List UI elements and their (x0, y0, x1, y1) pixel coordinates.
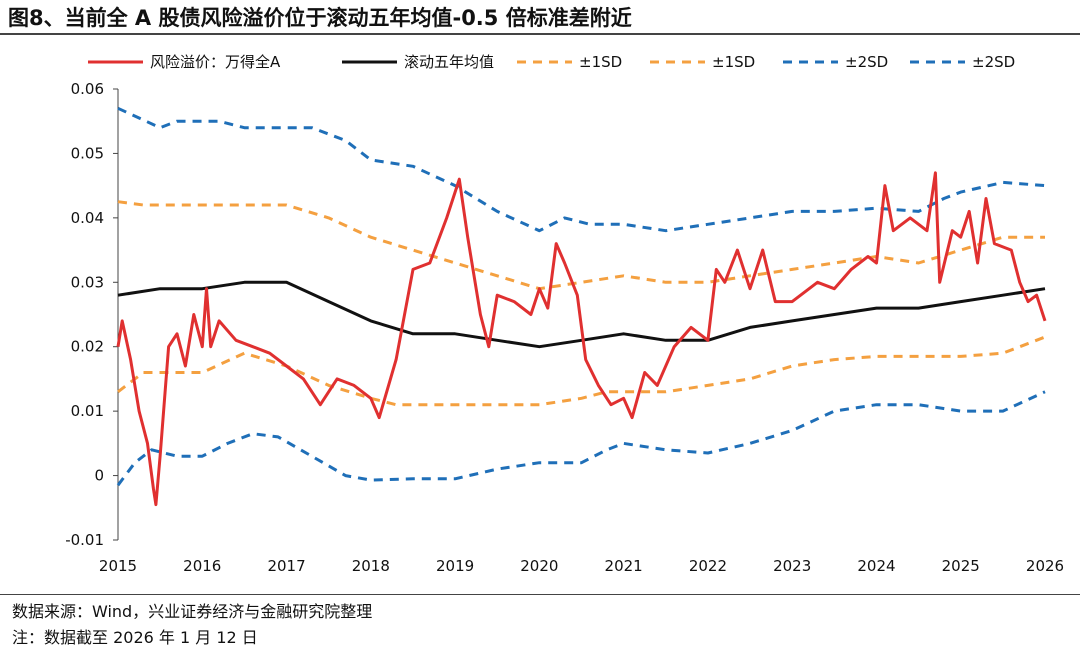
title-divider (0, 33, 1080, 35)
line-chart: -0.01 0 0.01 0.02 0.03 0.04 0.05 0.06 2015 2016 20… (65, 53, 1064, 575)
series-line-0 (116, 171, 1047, 507)
x-tick-label: 2015 (99, 557, 137, 575)
date-note: 注：数据截至 2026 年 1 月 12 日 (12, 628, 258, 647)
x-tick-label: 2021 (605, 557, 643, 575)
series-line-3 (117, 335, 1046, 407)
source-note: 数据来源：Wind，兴业证券经济与金融研究院整理 (12, 602, 373, 621)
x-tick-label: 2018 (352, 557, 390, 575)
x-tick-label: 2025 (942, 557, 980, 575)
y-tick-label: 0.06 (71, 80, 104, 98)
x-tick-label: 2026 (1026, 557, 1064, 575)
legend-label-4: ±2SD (845, 53, 888, 71)
chart-title: 图8、当前全 A 股债风险溢价位于滚动五年均值-0.5 倍标准差附近 (8, 6, 632, 30)
legend-label-2: ±1SD (579, 53, 622, 71)
footer-divider (0, 594, 1080, 595)
x-tick-label: 2023 (773, 557, 811, 575)
y-tick-label: -0.01 (65, 531, 104, 549)
series-line-5 (116, 390, 1046, 487)
series-line-1 (117, 280, 1046, 349)
y-tick-label: 0.04 (71, 209, 104, 227)
y-tick-label: 0.01 (71, 402, 104, 420)
x-tick-label: 2024 (857, 557, 895, 575)
series-line-4 (117, 106, 1046, 233)
series-line-2 (117, 200, 1045, 291)
y-tick-label: 0.02 (71, 338, 104, 356)
legend-label-1: 滚动五年均值 (404, 53, 494, 71)
x-tick-label: 2019 (436, 557, 474, 575)
legend-label-3: ±1SD (712, 53, 755, 71)
x-tick-label: 2020 (520, 557, 558, 575)
legend-label-0: 风险溢价：万得全A (150, 53, 281, 71)
y-tick-label: 0.05 (71, 144, 104, 162)
x-tick-label: 2016 (183, 557, 221, 575)
x-tick-label: 2017 (267, 557, 305, 575)
y-tick-label: 0 (94, 467, 104, 485)
y-tick-label: 0.03 (71, 273, 104, 291)
legend-label-5: ±2SD (972, 53, 1015, 71)
x-tick-label: 2022 (689, 557, 727, 575)
